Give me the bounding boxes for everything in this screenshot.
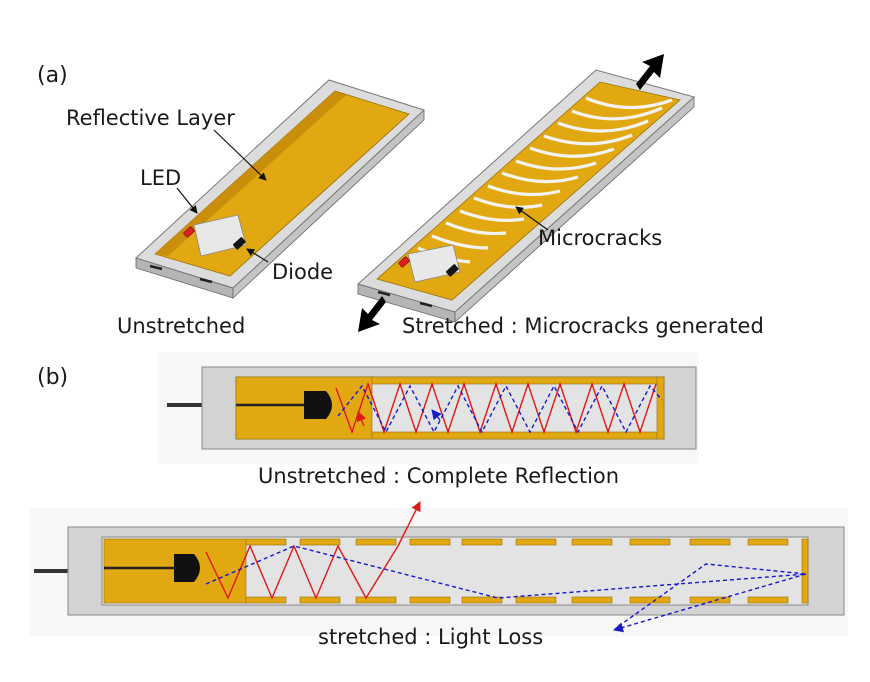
diode-label: Diode [272,260,333,284]
diode-pointer [246,248,269,263]
diode-icon [232,237,246,250]
light-loss-ray-blue [205,545,807,629]
panel-b-label: (b) [37,365,68,390]
led-icon [183,226,195,238]
reflective-layer-label: Reflective Layer [66,106,235,130]
led-label: LED [140,166,181,190]
stretch-arrow-down-left [358,296,386,332]
microcracks-label: Microcracks [538,226,662,250]
stretch-arrow-up-right [636,54,664,90]
panel-a-label: (a) [37,63,68,88]
light-loss-ray-red [205,544,399,600]
led-top-icon-stretched [174,554,200,582]
reflection-ray-blue [337,384,663,434]
cracked-reflective-segments [245,538,789,604]
stretched-device-3d [356,54,696,332]
led-pad [193,214,247,257]
unstretched-caption-a: Unstretched [117,314,245,338]
stretched-top-view [30,501,848,636]
unstretched-caption-b: Unstretched : Complete Reflection [258,464,619,488]
microcracks-pattern [417,96,673,264]
unstretched-top-view [158,352,698,464]
escaping-ray-blue [613,573,807,633]
microcracks-pointer [515,206,549,231]
unstretched-device-3d [135,79,425,299]
led-top-icon [304,391,332,419]
stretched-caption-a: Stretched : Microcracks generated [402,314,764,338]
escaping-ray-red [397,501,421,547]
led-pointer [176,187,198,214]
reflective-layer-pointer [213,129,267,181]
stretched-caption-b: stretched : Light Loss [318,625,543,649]
reflection-ray-red [335,381,657,435]
